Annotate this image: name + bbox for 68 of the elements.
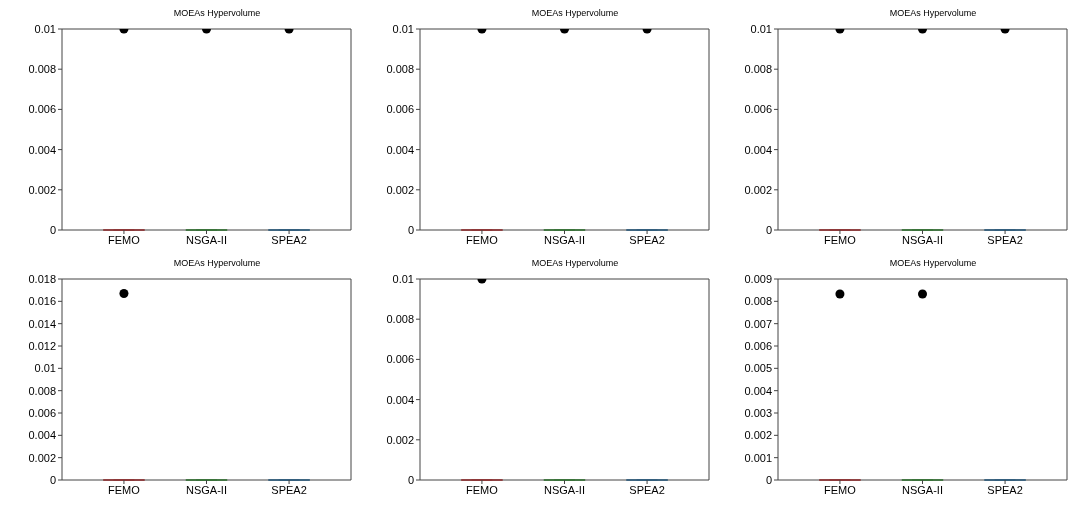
- y-tick-label: 0.006: [28, 103, 56, 116]
- y-tick-label: 0.014: [28, 317, 56, 330]
- x-tick-label: NSGA-II: [186, 483, 227, 496]
- y-tick-label: 0.01: [34, 362, 56, 375]
- y-tick-label: 0.008: [744, 63, 772, 76]
- x-tick-label: FEMO: [108, 233, 141, 246]
- y-tick-label: 0.002: [744, 429, 772, 442]
- chart-title: MOEAs Hypervolume: [888, 8, 978, 20]
- y-tick-label: 0.01: [392, 22, 414, 35]
- y-tick-label: 0.006: [28, 406, 56, 419]
- y-tick-label: 0.006: [386, 103, 414, 116]
- x-tick-label: SPEA2: [629, 233, 665, 246]
- x-tick-label: FEMO: [824, 233, 857, 246]
- y-tick-label: 0.008: [28, 384, 56, 397]
- y-tick-label: 0.005: [744, 362, 772, 375]
- y-tick-label: 0: [765, 223, 772, 236]
- y-tick-label: 0.004: [744, 384, 772, 397]
- y-tick-label: 0.002: [28, 451, 56, 464]
- y-tick-label: 0.008: [386, 63, 414, 76]
- y-tick-label: 0: [407, 223, 414, 236]
- y-tick-label: 0.018: [28, 272, 56, 285]
- x-tick-label: SPEA2: [987, 483, 1023, 496]
- y-tick-label: 0.008: [386, 313, 414, 326]
- x-tick-label: SPEA2: [987, 233, 1023, 246]
- y-tick-label: 0.01: [392, 272, 414, 285]
- x-tick-label: NSGA-II: [902, 483, 943, 496]
- y-tick-label: 0.006: [744, 339, 772, 352]
- y-tick-label: 0.002: [386, 433, 414, 446]
- y-tick-label: 0.006: [386, 353, 414, 366]
- y-tick-label: 0.002: [386, 183, 414, 196]
- x-tick-label: NSGA-II: [902, 233, 943, 246]
- y-tick-label: 0: [407, 473, 414, 486]
- y-tick-label: 0.008: [744, 295, 772, 308]
- y-tick-label: 0.002: [744, 183, 772, 196]
- x-tick-label: NSGA-II: [186, 233, 227, 246]
- y-tick-label: 0.007: [744, 317, 772, 330]
- chart-title: MOEAs Hypervolume: [530, 8, 620, 20]
- chart-title: MOEAs Hypervolume: [888, 258, 978, 270]
- chart-title: MOEAs Hypervolume: [172, 8, 262, 20]
- y-tick-label: 0: [765, 473, 772, 486]
- x-tick-label: FEMO: [108, 483, 141, 496]
- y-tick-label: 0.004: [386, 393, 414, 406]
- x-tick-label: NSGA-II: [544, 233, 585, 246]
- x-tick-label: FEMO: [824, 483, 857, 496]
- y-tick-label: 0.01: [34, 22, 56, 35]
- y-tick-label: 0.004: [28, 429, 56, 442]
- chart-title: MOEAs Hypervolume: [530, 258, 620, 270]
- y-tick-label: 0: [49, 223, 56, 236]
- y-tick-label: 0.003: [744, 406, 772, 419]
- y-tick-label: 0.012: [28, 339, 56, 352]
- chart-title: MOEAs Hypervolume: [172, 258, 262, 270]
- y-tick-label: 0: [49, 473, 56, 486]
- x-tick-label: NSGA-II: [544, 483, 585, 496]
- x-tick-label: SPEA2: [629, 483, 665, 496]
- y-tick-label: 0.002: [28, 183, 56, 196]
- x-tick-label: SPEA2: [271, 233, 307, 246]
- x-tick-label: SPEA2: [271, 483, 307, 496]
- y-tick-label: 0.006: [744, 103, 772, 116]
- y-tick-label: 0.004: [386, 143, 414, 156]
- x-tick-label: FEMO: [466, 233, 499, 246]
- x-tick-label: FEMO: [466, 483, 499, 496]
- y-tick-label: 0.008: [28, 63, 56, 76]
- y-tick-label: 0.004: [744, 143, 772, 156]
- y-tick-label: 0.004: [28, 143, 56, 156]
- y-tick-label: 0.016: [28, 295, 56, 308]
- y-tick-label: 0.01: [750, 22, 772, 35]
- y-tick-label: 0.009: [744, 272, 772, 285]
- y-tick-label: 0.001: [744, 451, 772, 464]
